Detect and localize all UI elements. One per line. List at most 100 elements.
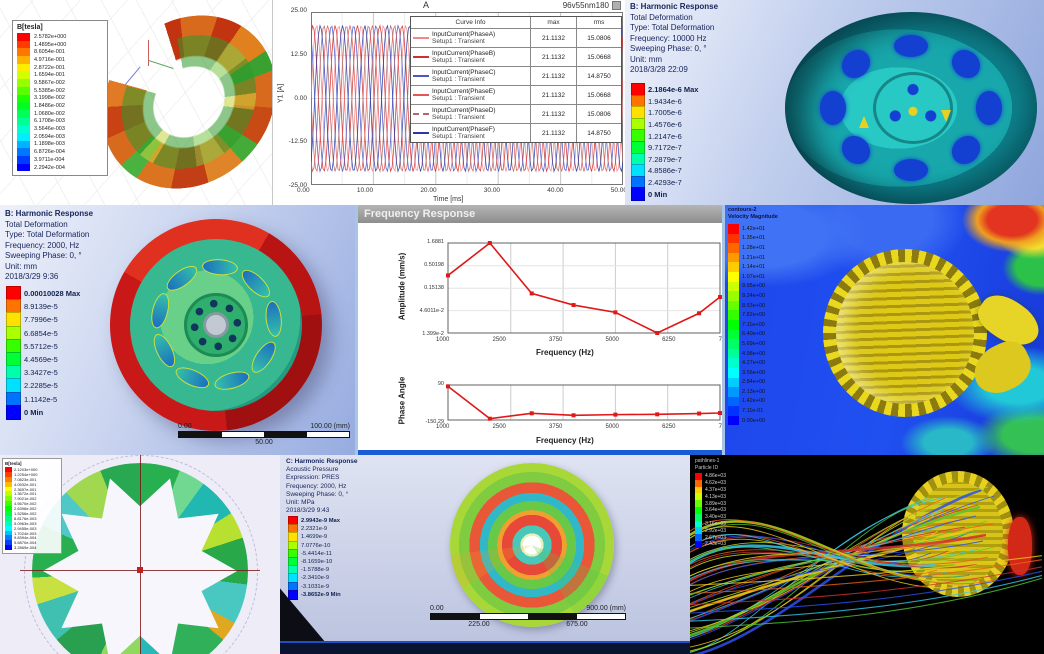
wheel-slot: [162, 261, 202, 296]
tick-label: 1.399e-2: [422, 331, 444, 337]
legend-value: 2.3657e-001: [14, 486, 37, 492]
table-row: InputCurrent(PhaseE) Setup1 : Transient 21…: [411, 86, 621, 105]
text-line: C: Harmonic Response: [286, 458, 358, 465]
legend-row: 0.00e+00: [728, 415, 778, 426]
legend-row: 4.86e+03: [695, 473, 726, 480]
legend-row: 4.62e+03: [695, 479, 726, 487]
legend-swatch: [728, 252, 739, 263]
window-titlebar[interactable]: Frequency Response: [358, 205, 722, 223]
legend-row: 4.98e+00: [728, 348, 778, 359]
particle-legend: pathlines-1 Particle ID 4.86e+03 4.62e+03 4…: [695, 458, 726, 548]
legend-swatch: [728, 367, 739, 378]
legend-row: 4.27e+00: [728, 358, 778, 368]
legend-swatch: [5, 525, 12, 531]
legend-value: 1.0680e-002: [34, 110, 65, 117]
scale-ruler: 0.00 900.00 (mm) 225.00 675.00: [430, 605, 626, 628]
legend-row: 4.0932e-001: [5, 482, 59, 487]
velocity-legend: contours-2 Velocity Magnitude 1.42e+01 1.3…: [728, 207, 778, 426]
legend-swatch: [728, 291, 739, 301]
legend-row: 2.8722e-001: [17, 63, 104, 72]
tick-label: 0.50198: [424, 262, 444, 268]
pin-icon[interactable]: [612, 1, 621, 10]
legend-value: 0.00e+00: [742, 417, 766, 424]
wheel-hole: [946, 130, 986, 170]
text-line: Unit: mm: [630, 54, 662, 64]
text-line: pathlines-1: [695, 458, 720, 464]
text-line: 2018/3/29 9:43: [286, 507, 330, 515]
legend-row: 3.9711e-004: [17, 156, 104, 164]
legend-swatch: [6, 404, 21, 420]
legend-swatch: [728, 319, 739, 330]
acoustic-disc-plot: [450, 463, 614, 627]
legend-swatch: [17, 40, 30, 49]
text-line: 2018/3/28 22:09: [630, 65, 688, 74]
text-line: Type: Total Deformation: [5, 230, 90, 239]
phase-x-ticks: 1000 2500 3750 5000 6250 7500: [436, 424, 722, 430]
text-line: Total Deformation: [5, 219, 68, 229]
legend-value: 4.13e+03: [705, 493, 726, 500]
legend-scale: 2.1203e+000 1.2254e+000 7.0823e-001 4.0932e…: [5, 467, 59, 550]
legend-row: 7.11e+00: [728, 319, 778, 330]
tick-label: 1000: [436, 337, 450, 343]
tick-label: 2500: [492, 337, 506, 343]
legend-swatch: [728, 281, 739, 292]
legend-value: 2.6396e-002: [14, 506, 37, 512]
legend-row: 1.3672e-001: [5, 491, 59, 496]
legend-value: 1.2254e+000: [14, 471, 38, 477]
wheel-slot: [148, 291, 173, 331]
legend-row: 5.5712e-5: [6, 338, 80, 354]
panel-maxwell-rotor: B[tesla] 2.1203e+000 1.2254e+000 7.0823e-0…: [0, 455, 280, 654]
legend-swatch: [728, 339, 739, 349]
legend-value: 1.42e+01: [742, 225, 766, 232]
legend-value: 1.7005e-6: [648, 108, 682, 118]
legend-value: 7.11e-01: [742, 408, 764, 415]
legend-swatch: [728, 387, 739, 397]
ruler-bar: [430, 613, 626, 620]
legend-swatch: [695, 500, 702, 507]
legend-value: 1.4699e-9: [301, 534, 328, 541]
legend-swatch: [5, 481, 12, 487]
tick-label: 30.00: [483, 187, 501, 194]
legend-value: 3.16e+03: [705, 520, 726, 527]
legend-row: 9.95e+00: [728, 281, 778, 292]
text-line: contours-2: [728, 207, 757, 213]
legend-row: 2.2285e-5: [6, 378, 80, 394]
legend-swatch: [5, 501, 12, 507]
legend-scale: 2.5782e+000 1.4895e+000 8.6054e-001 4.9716e…: [17, 33, 104, 172]
legend-value: 5.5712e-5: [24, 341, 58, 351]
legend-swatch: [17, 48, 30, 57]
legend-swatch: [5, 535, 12, 541]
legend-value: 3.56e+00: [742, 369, 766, 376]
legend-value: 2.43e+03: [705, 541, 726, 548]
legend-row: 8.8176e-003: [5, 516, 59, 521]
legend-swatch: [5, 471, 12, 477]
legend-value: 4.8586e-7: [648, 166, 682, 176]
legend-swatch: [695, 479, 702, 487]
text-line: 2018/3/29 9:36: [5, 272, 59, 281]
deformation-legend: 2.1864e-6 Max 1.9434e-6 1.7005e-6 1.4576e-6…: [631, 83, 698, 201]
legend-value: 1.3672e-001: [14, 491, 37, 497]
table-row: InputCurrent(PhaseD) Setup1 : Transient 21…: [411, 105, 621, 124]
ruler-mid: 675.00: [566, 621, 588, 628]
legend-title: B[tesla]: [5, 461, 22, 466]
wheel-face: [121, 230, 311, 420]
legend-value: 9.7172e-7: [648, 143, 682, 153]
legend-row: 2.3657e-001: [5, 487, 59, 492]
legend-value: 6.6854e-5: [24, 328, 58, 338]
legend-swatch: [17, 109, 30, 118]
legend-value: 1.1898e-003: [34, 141, 65, 148]
tick-label: 7500: [718, 337, 725, 343]
text-line: Sweeping Phase: 0, °: [630, 44, 707, 53]
window-title: Frequency Response: [364, 208, 476, 220]
legend-swatch: [695, 506, 702, 514]
legend-swatch: [5, 530, 12, 536]
legend-swatch: [695, 520, 702, 528]
legend-row: 9.5867e-002: [17, 79, 104, 87]
legend-value: 7.11e+00: [742, 321, 765, 328]
tick-label: 1000: [436, 424, 450, 430]
table-header-row: Curve Info max rms: [411, 17, 621, 29]
tick-label: 4.6011e-2: [419, 308, 444, 314]
ruler-min: 0.00: [430, 605, 444, 612]
legend-row: 1.4895e+000: [17, 40, 104, 49]
window-bottom-edge: [358, 450, 722, 455]
